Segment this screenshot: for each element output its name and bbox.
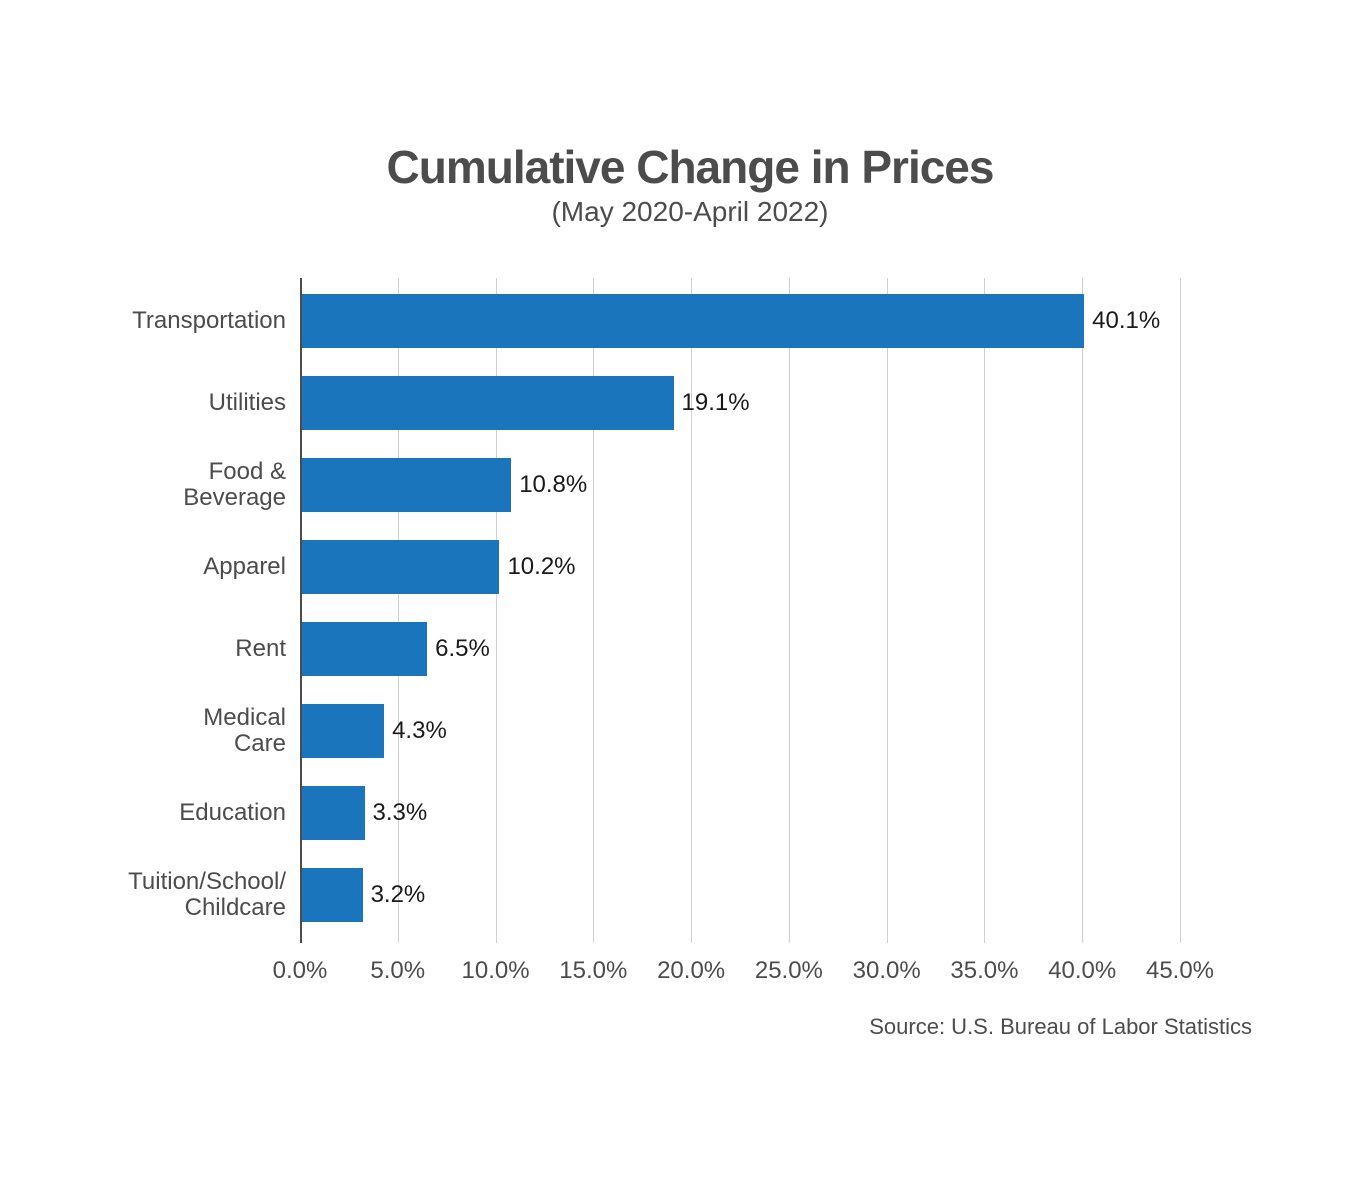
- category-label: Apparel: [203, 554, 286, 580]
- x-tick-label: 20.0%: [657, 957, 725, 985]
- bar-value-label: 3.2%: [371, 881, 426, 909]
- x-tick-label: 40.0%: [1048, 957, 1116, 985]
- bar-row: Medical Care4.3%: [300, 704, 447, 758]
- x-tick-label: 5.0%: [370, 957, 425, 985]
- bar-row: Utilities19.1%: [300, 376, 750, 430]
- x-tick-label: 10.0%: [462, 957, 530, 985]
- bar-row: Transportation40.1%: [300, 294, 1160, 348]
- x-tick-label: 45.0%: [1146, 957, 1214, 985]
- category-label: Transportation: [132, 308, 286, 334]
- category-label: Education: [179, 800, 286, 826]
- category-label: Food & Beverage: [183, 459, 286, 512]
- x-tick-label: 35.0%: [950, 957, 1018, 985]
- bar: [300, 868, 363, 922]
- bar-value-label: 4.3%: [392, 717, 447, 745]
- bar-row: Food & Beverage10.8%: [300, 458, 587, 512]
- x-tick-label: 25.0%: [755, 957, 823, 985]
- bar-value-label: 40.1%: [1092, 307, 1160, 335]
- bar: [300, 294, 1084, 348]
- bar: [300, 458, 511, 512]
- category-label: Medical Care: [203, 705, 286, 758]
- category-label: Utilities: [209, 390, 286, 416]
- bar-value-label: 6.5%: [435, 635, 490, 663]
- grid-line: [887, 278, 888, 943]
- y-axis-baseline: [300, 278, 302, 943]
- bar-row: Education3.3%: [300, 786, 427, 840]
- x-tick-label: 0.0%: [273, 957, 328, 985]
- x-tick-label: 30.0%: [853, 957, 921, 985]
- category-label: Rent: [235, 636, 286, 662]
- category-label: Tuition/School/ Childcare: [128, 869, 286, 922]
- bar: [300, 786, 365, 840]
- bar-value-label: 3.3%: [373, 799, 428, 827]
- x-tick-label: 15.0%: [559, 957, 627, 985]
- chart-plot-area: 0.0%5.0%10.0%15.0%20.0%25.0%30.0%35.0%40…: [300, 278, 1180, 943]
- grid-line: [1180, 278, 1181, 943]
- bar-row: Tuition/School/ Childcare3.2%: [300, 868, 425, 922]
- grid-line: [984, 278, 985, 943]
- bar: [300, 622, 427, 676]
- bar-value-label: 10.8%: [519, 471, 587, 499]
- chart-subtitle: (May 2020-April 2022): [100, 196, 1280, 228]
- bar-row: Apparel10.2%: [300, 540, 576, 594]
- source-label: Source: U.S. Bureau of Labor Statistics: [869, 1014, 1252, 1040]
- bar: [300, 540, 499, 594]
- bar-row: Rent6.5%: [300, 622, 490, 676]
- bar-value-label: 19.1%: [682, 389, 750, 417]
- grid-line: [1082, 278, 1083, 943]
- chart-title: Cumulative Change in Prices: [100, 140, 1280, 194]
- bar-value-label: 10.2%: [507, 553, 575, 581]
- chart-container: Cumulative Change in Prices (May 2020-Ap…: [100, 140, 1280, 943]
- bar: [300, 376, 674, 430]
- bar: [300, 704, 384, 758]
- grid-line: [789, 278, 790, 943]
